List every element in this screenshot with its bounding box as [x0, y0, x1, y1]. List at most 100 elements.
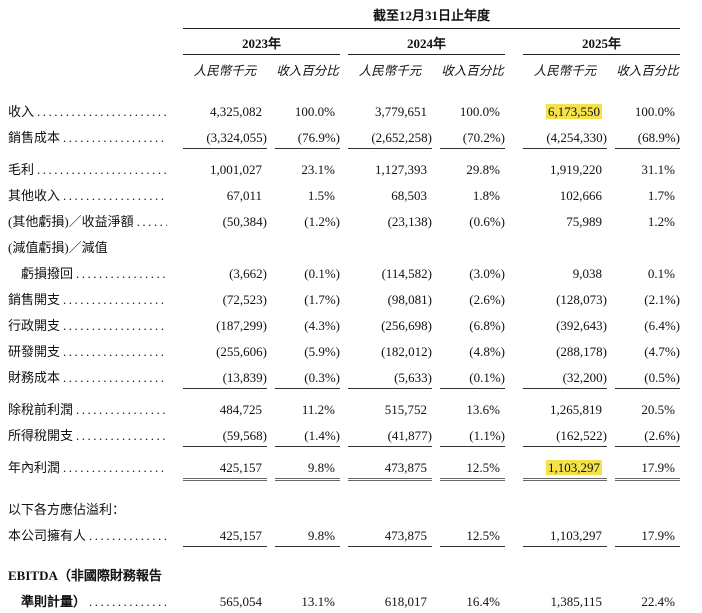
cell-value: (128,073)	[556, 292, 607, 307]
cell-value: 515,752	[384, 402, 427, 417]
cell-value: (6.4%)	[644, 318, 680, 333]
amount-cell: 75,989	[523, 214, 607, 230]
row-label: 收入......................................…	[8, 101, 183, 120]
dot-leader: ........................................…	[63, 130, 167, 145]
subheader-percent-2024: 收入百分比	[441, 64, 504, 78]
amount-cell: (392,643)	[523, 318, 607, 334]
cell-value: (68.9%)	[637, 130, 680, 145]
table-subheader-row: 人民幣千元 收入百分比 人民幣千元 收入百分比 人民幣千元 收入百分比	[8, 55, 702, 81]
cell-value: 100.0%	[459, 104, 500, 119]
cell-value: (5.9%)	[304, 344, 340, 359]
amount-cell: (255,606)	[183, 344, 267, 360]
cell-value: 12.5%	[466, 528, 500, 543]
table-row: 財務成本....................................…	[8, 363, 702, 392]
row-label: 虧損撥回....................................…	[8, 263, 183, 282]
amount-cell: (182,012)	[348, 344, 432, 360]
cell-value: 29.8%	[466, 162, 500, 177]
percent-cell: 1.2%	[615, 214, 680, 230]
subheader-percent-2025: 收入百分比	[616, 64, 679, 78]
table-row: 研發開支....................................…	[8, 337, 702, 363]
percent-cell: 12.5%	[440, 460, 505, 481]
cell-value: 1,919,220	[550, 162, 602, 177]
row-label-text: (其他虧損)／收益淨額	[8, 214, 134, 229]
dot-leader: ........................................…	[76, 402, 167, 417]
table-body: 收入......................................…	[8, 97, 702, 613]
cell-value: (1.4%)	[304, 428, 340, 443]
amount-cell: 1,127,393	[348, 162, 432, 178]
row-label-text: 毛利	[8, 162, 35, 177]
percent-cell: 23.1%	[275, 162, 340, 178]
amount-cell: (187,299)	[183, 318, 267, 334]
amount-cell: 1,001,027	[183, 162, 267, 178]
cell-value: (3,662)	[229, 266, 267, 281]
cell-value: (1.7%)	[304, 292, 340, 307]
cell-value: 100.0%	[294, 104, 335, 119]
percent-cell: 20.5%	[615, 402, 680, 418]
table-row: (其他虧損)／收益淨額.............................…	[8, 207, 702, 233]
amount-cell: 68,503	[348, 188, 432, 204]
percent-cell: 100.0%	[440, 104, 505, 120]
cell-value: 618,017	[384, 594, 427, 609]
row-label: (其他虧損)／收益淨額.............................…	[8, 211, 183, 230]
percent-cell: 13.6%	[440, 402, 505, 418]
amount-cell: (59,568)	[183, 428, 267, 447]
cell-value: 23.1%	[301, 162, 335, 177]
row-label-text: (減值虧損)／減值	[8, 240, 108, 255]
amount-cell: 618,017	[348, 594, 432, 610]
percent-cell: (70.2%)	[440, 130, 505, 149]
percent-cell: 12.5%	[440, 528, 505, 547]
cell-value: (13,839)	[222, 370, 267, 385]
cell-value: (0.5%)	[644, 370, 680, 385]
cell-value: (3,324,055)	[206, 130, 267, 145]
cell-value: (0.3%)	[304, 370, 340, 385]
cell-value: 4,325,082	[210, 104, 262, 119]
percent-cell: 100.0%	[615, 104, 680, 120]
highlight-mark: 6,173,550	[546, 104, 602, 119]
cell-value: 1,265,819	[550, 402, 602, 417]
highlight-mark: 1,103,297	[546, 460, 602, 475]
cell-value: (2.6%)	[644, 428, 680, 443]
row-label-text: 所得稅開支	[8, 428, 74, 443]
amount-cell: (41,877)	[348, 428, 432, 447]
cell-value: (0.1%)	[469, 370, 505, 385]
table-row: 銷售成本....................................…	[8, 123, 702, 152]
cell-value: 565,054	[219, 594, 262, 609]
cell-value: 11.2%	[301, 402, 335, 417]
amount-cell: (23,138)	[348, 214, 432, 230]
cell-value: (256,698)	[381, 318, 432, 333]
dot-leader: ........................................…	[37, 162, 167, 177]
row-label-text: 年內利潤	[8, 460, 61, 475]
table-row: 毛利......................................…	[8, 155, 702, 181]
cell-value: (6.8%)	[469, 318, 505, 333]
subheader-amount-2025: 人民幣千元	[533, 64, 597, 78]
cell-value: (2,652,258)	[371, 130, 432, 145]
percent-cell: (3.0%)	[440, 266, 505, 282]
cell-value: 1.2%	[647, 214, 675, 229]
percent-cell: 1.7%	[615, 188, 680, 204]
row-label-text: 行政開支	[8, 318, 61, 333]
cell-value: (2.6%)	[469, 292, 505, 307]
row-label: 除稅前利潤...................................…	[8, 399, 183, 418]
cell-value: 9,038	[572, 266, 602, 281]
dot-leader: ........................................…	[63, 460, 167, 475]
row-label-text: 以下各方應佔溢利：	[8, 502, 126, 517]
cell-value: 16.4%	[466, 594, 500, 609]
percent-cell: 17.9%	[615, 460, 680, 481]
cell-value: (1.2%)	[304, 214, 340, 229]
row-label: (減值虧損)／減值	[8, 237, 183, 256]
percent-cell: 0.1%	[615, 266, 680, 282]
amount-cell: (3,324,055)	[183, 130, 267, 149]
table-row: 行政開支....................................…	[8, 311, 702, 337]
amount-cell: (72,523)	[183, 292, 267, 308]
cell-value: 1.5%	[307, 188, 335, 203]
amount-cell: (162,522)	[523, 428, 607, 447]
amount-cell: (13,839)	[183, 370, 267, 389]
table-row: 虧損撥回....................................…	[8, 259, 702, 285]
amount-cell: (3,662)	[183, 266, 267, 282]
dot-leader: ........................................…	[63, 318, 167, 333]
period-header: 截至12月31日止年度	[183, 5, 680, 29]
cell-value: 13.1%	[301, 594, 335, 609]
row-label-text: 銷售開支	[8, 292, 61, 307]
row-label-text: 研發開支	[8, 344, 61, 359]
cell-value: 425,157	[219, 460, 262, 475]
